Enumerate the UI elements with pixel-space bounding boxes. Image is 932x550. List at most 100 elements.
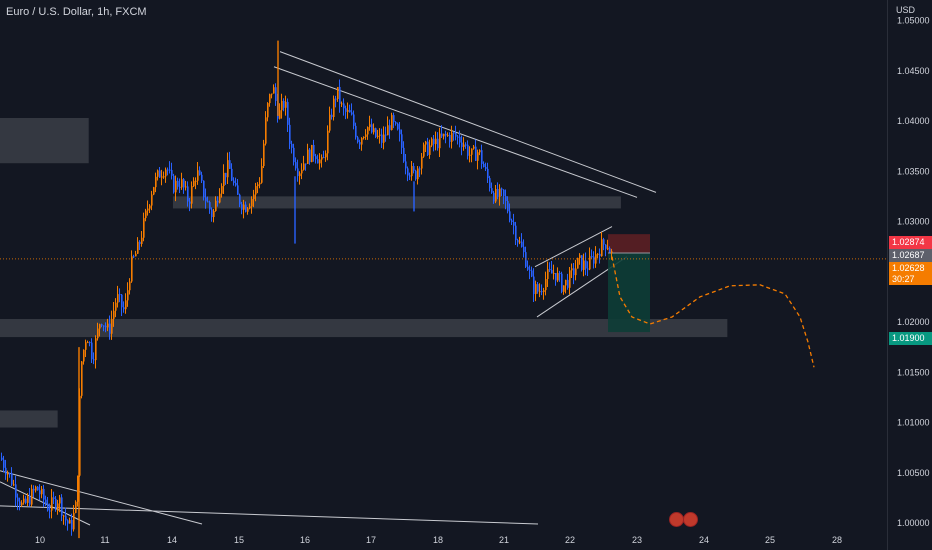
- x-tick-label: 17: [366, 535, 376, 545]
- candle-body: [149, 205, 151, 209]
- candle-body: [317, 159, 319, 164]
- candle-body: [7, 473, 9, 475]
- x-tick-label: 21: [499, 535, 509, 545]
- candle-body: [449, 134, 451, 142]
- candle-body: [29, 496, 31, 505]
- candle-body: [527, 266, 529, 270]
- candle-body: [39, 490, 41, 495]
- candle-body: [121, 294, 123, 308]
- candle-body: [23, 498, 25, 503]
- candle-body: [323, 157, 325, 159]
- candle-body: [597, 253, 599, 255]
- candle-body: [115, 302, 117, 311]
- candle-body: [83, 349, 85, 362]
- candle-body: [129, 281, 131, 291]
- candle-body: [307, 149, 309, 164]
- zone-rect: [0, 410, 58, 428]
- candle-body: [573, 268, 575, 276]
- candle-body: [375, 128, 377, 137]
- candle-body: [523, 246, 525, 253]
- x-tick-label: 23: [632, 535, 642, 545]
- candle-body: [387, 125, 389, 136]
- candle-body: [185, 186, 187, 188]
- candle-body: [435, 138, 437, 145]
- candle-body: [409, 175, 411, 177]
- candle-body: [503, 189, 505, 197]
- economic-events[interactable]: [669, 512, 701, 528]
- candle-body: [563, 285, 565, 292]
- candle-body: [221, 186, 223, 194]
- candle-body: [79, 395, 81, 476]
- candle-body: [575, 268, 577, 276]
- candle-body: [553, 273, 555, 275]
- candle-body: [577, 257, 579, 269]
- bar-countdown: 30:27: [889, 274, 932, 285]
- candle-body: [73, 512, 75, 530]
- candle-body: [389, 125, 391, 131]
- candle-body: [275, 87, 277, 101]
- y-tick-label: 1.03500: [897, 166, 930, 176]
- candle-body: [481, 150, 483, 164]
- candle-body: [517, 240, 519, 243]
- candle-body: [65, 515, 67, 521]
- price-axis-currency: USD: [896, 5, 916, 15]
- candle-body: [367, 127, 369, 135]
- price-axis-divider: [887, 0, 888, 550]
- y-tick-label: 1.00500: [897, 468, 930, 478]
- candle-body: [459, 136, 461, 143]
- candle-body: [95, 338, 97, 361]
- candle-body: [269, 94, 271, 104]
- trendline: [279, 51, 657, 193]
- candle-body: [57, 503, 59, 509]
- candle-body: [471, 148, 473, 155]
- candle-body: [175, 180, 177, 193]
- candle-body: [157, 170, 159, 177]
- candle-body: [201, 174, 203, 181]
- candle-body: [41, 488, 43, 495]
- candle-body: [521, 241, 523, 247]
- candle-body: [77, 475, 79, 502]
- candle-body: [413, 166, 415, 171]
- candle-body: [109, 323, 111, 334]
- candle-body: [541, 291, 543, 293]
- candle-body: [609, 248, 611, 253]
- candle-body: [113, 310, 115, 319]
- candle-body: [15, 484, 17, 498]
- y-tick-label: 1.00000: [897, 518, 930, 528]
- candle-body: [569, 270, 571, 288]
- candle-body: [111, 318, 113, 334]
- candle-body: [363, 136, 365, 139]
- candle-body: [439, 133, 441, 149]
- candle-body: [489, 178, 491, 189]
- candle-body: [417, 168, 419, 180]
- candle-body: [195, 180, 197, 182]
- candle-body: [49, 510, 51, 512]
- y-tick-label: 1.01500: [897, 367, 930, 377]
- candle-body: [37, 486, 39, 491]
- x-tick-label: 28: [832, 535, 842, 545]
- candle-body: [581, 255, 583, 270]
- candle-body: [483, 163, 485, 168]
- candle-body: [3, 459, 5, 468]
- candle-body: [497, 188, 499, 197]
- zone-rect: [0, 117, 89, 164]
- candle-body: [513, 222, 515, 226]
- candle-body: [219, 193, 221, 203]
- us-flag-icon[interactable]: [683, 512, 698, 527]
- candle-body: [35, 486, 37, 491]
- candle-body: [291, 143, 293, 148]
- candle-body: [193, 180, 195, 187]
- zone-rect: [172, 196, 621, 209]
- x-tick-label: 11: [100, 535, 109, 545]
- candle-body: [71, 519, 73, 530]
- candle-body: [169, 169, 171, 171]
- us-flag-icon[interactable]: [669, 512, 684, 527]
- candle-body: [273, 87, 275, 94]
- candle-body: [63, 515, 65, 517]
- candle-body: [393, 115, 395, 123]
- candle-body: [85, 342, 87, 350]
- candle-body: [285, 101, 287, 108]
- candle-body: [197, 170, 199, 181]
- candle-body: [207, 201, 209, 203]
